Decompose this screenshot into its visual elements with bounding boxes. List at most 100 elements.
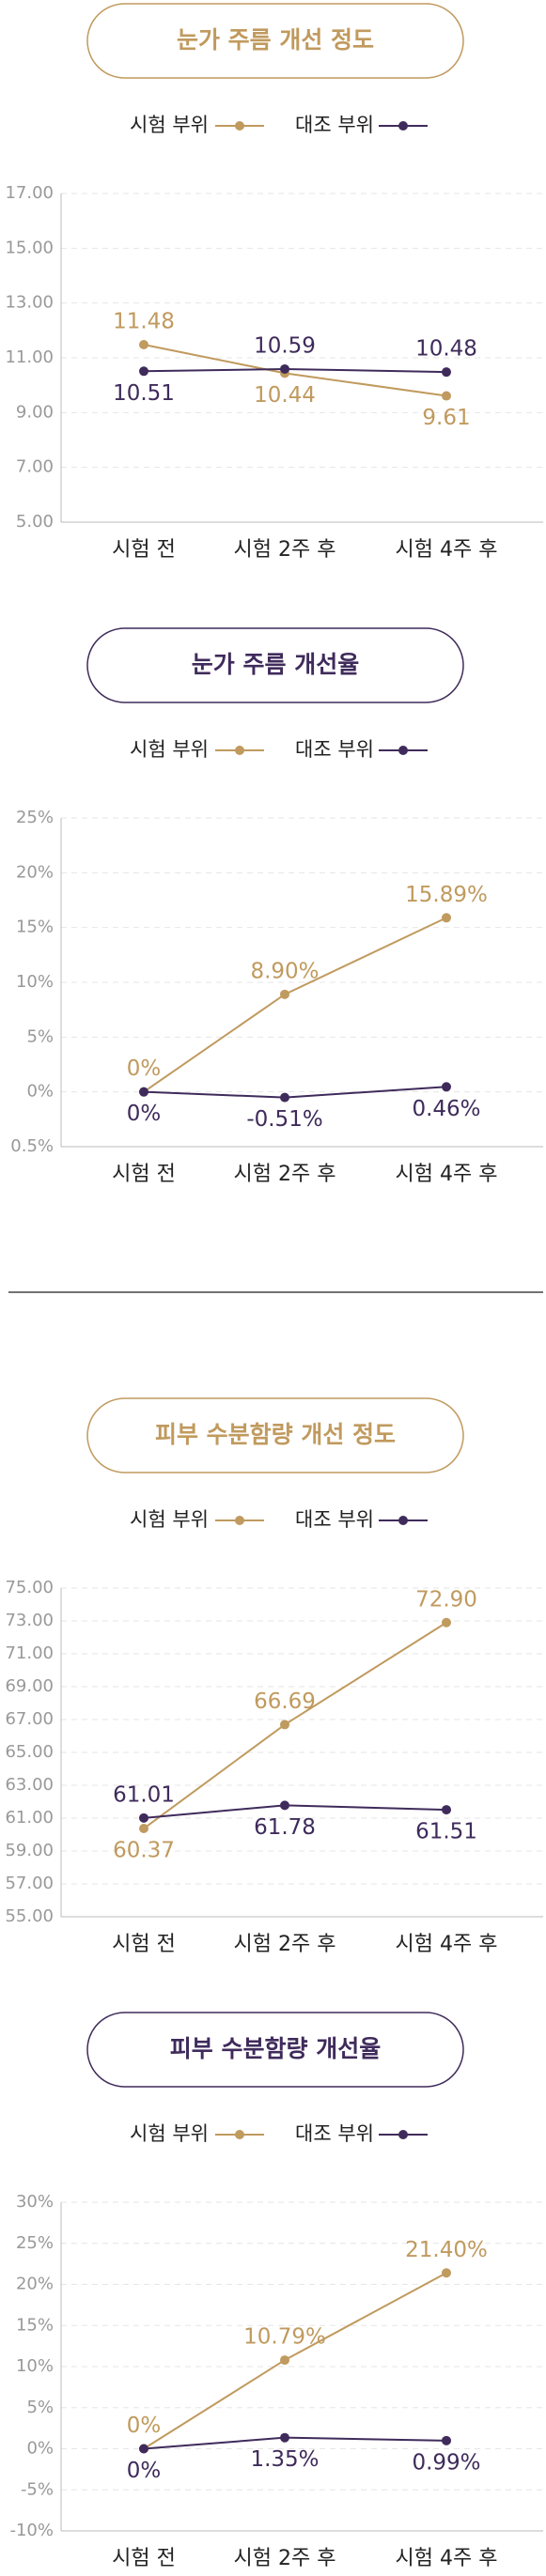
data-label: 66.69 bbox=[254, 1689, 316, 1714]
data-point bbox=[280, 2355, 289, 2366]
y-tick-label: -5% bbox=[21, 2479, 54, 2499]
data-label: 0.99% bbox=[412, 2450, 480, 2475]
y-tick-label: 57.00 bbox=[5, 1874, 54, 1893]
data-point bbox=[442, 1805, 451, 1815]
data-label: 72.90 bbox=[415, 1587, 477, 1612]
series-line bbox=[143, 367, 447, 374]
data-label: -0.51% bbox=[246, 1107, 322, 1132]
data-label: 0% bbox=[127, 2414, 162, 2438]
data-point bbox=[139, 1824, 148, 1834]
data-label: 15.89% bbox=[405, 883, 488, 907]
y-tick-label: 59.00 bbox=[5, 1841, 54, 1860]
data-point bbox=[442, 2435, 451, 2445]
chart-title: 피부 수분함량 개선 정도 bbox=[155, 1421, 396, 1448]
title-pill bbox=[86, 627, 464, 703]
y-tick-label: 61.00 bbox=[5, 1808, 54, 1828]
data-label: 0% bbox=[127, 1102, 162, 1126]
y-tick-label: 0.5% bbox=[10, 1136, 54, 1156]
y-tick-label: 75.00 bbox=[5, 1578, 54, 1597]
y-tick-label: 5.00 bbox=[16, 512, 54, 532]
data-label: 8.90% bbox=[250, 959, 319, 983]
y-tick-label: 0% bbox=[26, 1082, 54, 1102]
chart-title: 눈가 주름 개선 정도 bbox=[177, 26, 374, 54]
legend-swatch-dot bbox=[398, 746, 408, 755]
data-label: 10.79% bbox=[243, 2325, 326, 2350]
data-point bbox=[280, 1800, 289, 1811]
legend-label: 시험 부위 bbox=[130, 1508, 209, 1531]
series-line bbox=[143, 917, 447, 1093]
data-label: 0% bbox=[127, 2459, 162, 2483]
data-label: 61.78 bbox=[254, 1815, 316, 1840]
y-tick-label: 71.00 bbox=[5, 1643, 54, 1663]
legend-label: 대조 부위 bbox=[295, 2122, 374, 2145]
data-point bbox=[442, 913, 451, 923]
legend-swatch-dot bbox=[235, 746, 244, 755]
x-tick-label: 시험 전 bbox=[112, 2547, 176, 2570]
chart-title: 눈가 주름 개선율 bbox=[192, 651, 359, 678]
data-label: 10.51 bbox=[113, 381, 175, 406]
y-tick-label: 17.00 bbox=[5, 183, 54, 203]
y-tick-label: 25% bbox=[16, 808, 54, 827]
y-tick-label: 13.00 bbox=[5, 293, 54, 313]
data-label: 21.40% bbox=[405, 2238, 488, 2262]
y-tick-label: 15% bbox=[16, 918, 54, 937]
data-point bbox=[139, 1087, 148, 1097]
title-pill bbox=[86, 2012, 464, 2088]
legend-swatch-dot bbox=[398, 1516, 408, 1525]
data-label: 10.59 bbox=[254, 333, 316, 358]
y-tick-label: 55.00 bbox=[5, 1906, 54, 1926]
y-tick-label: 65.00 bbox=[5, 1742, 54, 1762]
y-tick-label: 63.00 bbox=[5, 1775, 54, 1795]
data-label: 10.48 bbox=[415, 337, 477, 362]
data-point bbox=[280, 363, 289, 374]
x-tick-label: 시험 전 bbox=[112, 1163, 176, 1186]
x-tick-label: 시험 2주 후 bbox=[234, 1933, 336, 1956]
legend-label: 대조 부위 bbox=[295, 114, 374, 136]
y-tick-label: 5% bbox=[26, 2398, 54, 2417]
data-label: 60.37 bbox=[113, 1839, 175, 1863]
y-tick-label: 0% bbox=[26, 2439, 54, 2459]
data-point bbox=[442, 367, 451, 378]
y-tick-label: 5% bbox=[26, 1026, 54, 1046]
data-point bbox=[139, 340, 148, 349]
data-label: 0% bbox=[127, 1057, 162, 1081]
title-pill bbox=[86, 1397, 464, 1473]
data-point bbox=[442, 1617, 451, 1627]
legend-swatch-dot bbox=[398, 121, 408, 131]
data-point bbox=[280, 1092, 289, 1103]
legend-label: 시험 부위 bbox=[130, 114, 209, 136]
data-point bbox=[280, 989, 289, 999]
series-line bbox=[143, 2272, 447, 2450]
data-label: 1.35% bbox=[250, 2447, 319, 2472]
data-point bbox=[139, 366, 148, 377]
y-tick-label: 9.00 bbox=[16, 402, 54, 422]
data-label: 9.61 bbox=[422, 406, 470, 430]
x-tick-label: 시험 전 bbox=[112, 538, 176, 562]
chart-title: 피부 수분함량 개선율 bbox=[170, 2035, 381, 2062]
x-tick-label: 시험 2주 후 bbox=[234, 538, 336, 562]
data-point bbox=[280, 2432, 289, 2443]
x-tick-label: 시험 2주 후 bbox=[234, 1163, 336, 1186]
x-tick-label: 시험 4주 후 bbox=[396, 1163, 498, 1186]
data-point bbox=[280, 1720, 289, 1730]
data-label: 0.46% bbox=[412, 1097, 480, 1121]
y-tick-label: 67.00 bbox=[5, 1709, 54, 1729]
y-tick-label: -10% bbox=[9, 2521, 54, 2540]
x-tick-label: 시험 4주 후 bbox=[396, 1933, 498, 1956]
x-tick-label: 시험 전 bbox=[112, 1933, 176, 1956]
y-tick-label: 11.00 bbox=[5, 347, 54, 367]
data-label: 11.48 bbox=[113, 310, 175, 334]
y-tick-label: 20% bbox=[16, 862, 54, 882]
y-tick-label: 69.00 bbox=[5, 1676, 54, 1696]
y-tick-label: 20% bbox=[16, 2275, 54, 2294]
data-point bbox=[442, 2268, 451, 2278]
y-tick-label: 30% bbox=[16, 2192, 54, 2212]
y-tick-label: 7.00 bbox=[16, 457, 54, 477]
x-tick-label: 시험 4주 후 bbox=[396, 2547, 498, 2570]
data-point bbox=[442, 1082, 451, 1092]
data-point bbox=[442, 391, 451, 401]
y-tick-label: 15% bbox=[16, 2315, 54, 2335]
x-tick-label: 시험 2주 후 bbox=[234, 2547, 336, 2570]
